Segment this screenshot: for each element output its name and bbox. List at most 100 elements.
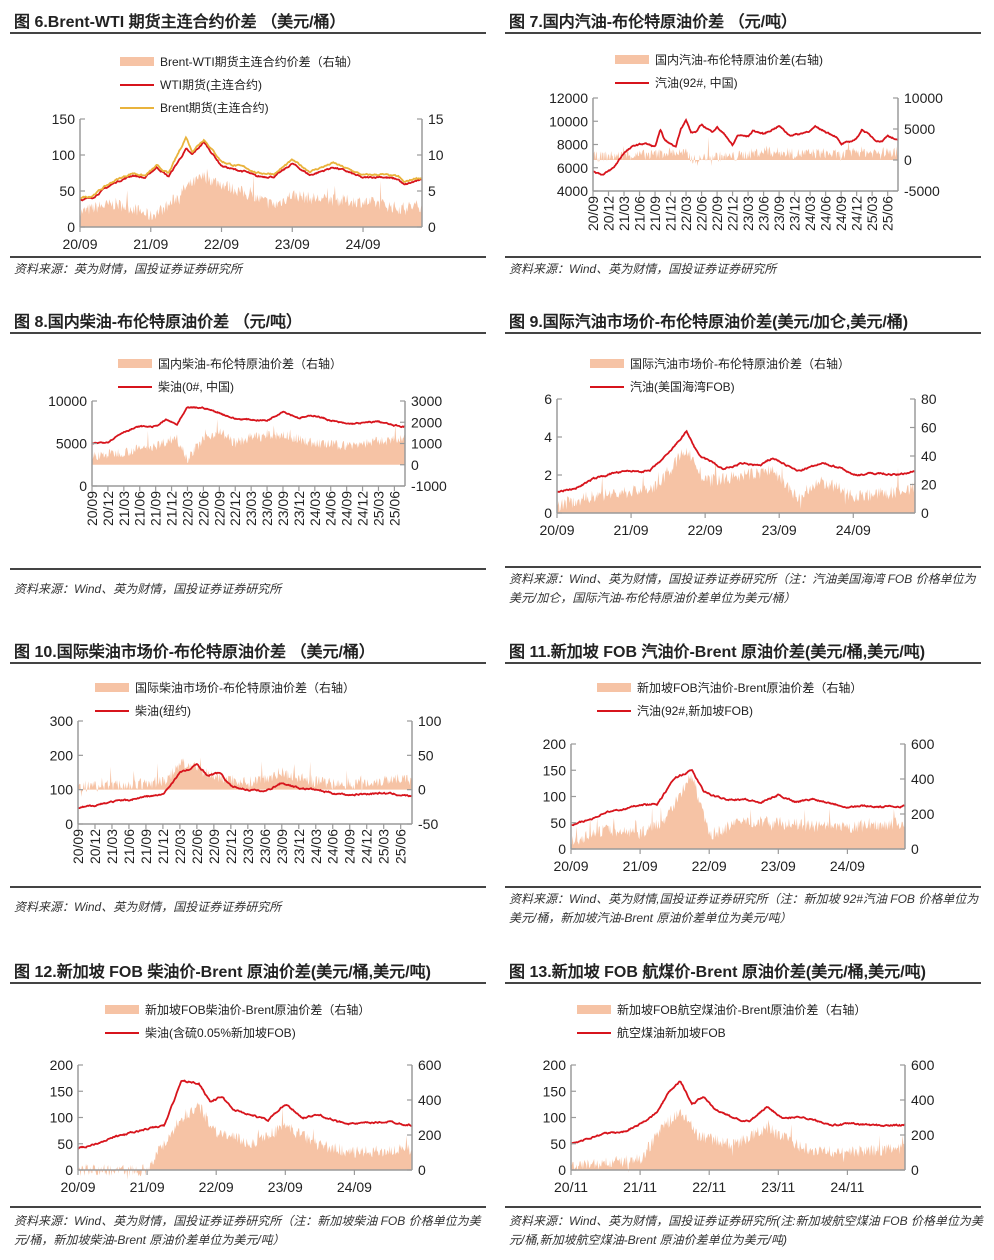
legend-item: 汽油(92#, 中国) [615, 71, 823, 94]
x-axis-tick-label: 22/09 [199, 1179, 234, 1195]
price-line-series [592, 118, 899, 176]
legend-item: 新加坡FOB柴油价-Brent原油价差（右轴） [105, 998, 370, 1021]
x-axis-tick-label: 24/03 [308, 829, 324, 864]
spread-area-series [78, 1102, 412, 1180]
legend-item: 汽油(92#,新加坡FOB) [597, 699, 862, 722]
right-axis-tick-label: 0 [418, 782, 426, 798]
x-axis-tick-label: 23/12 [291, 491, 307, 526]
left-axis-tick-label: 10000 [48, 393, 87, 409]
x-axis-tick-label: 20/12 [100, 491, 116, 526]
chart-title: 图 11.新加坡 FOB 汽油价-Brent 原油价差(美元/桶,美元/吨) [509, 644, 926, 661]
right-axis-tick-label: 100 [418, 713, 442, 729]
source-rule [10, 256, 486, 258]
chart-panel-fig13: 图 13.新加坡 FOB 航煤价-Brent 原油价差(美元/桶,美元/吨) 资料… [505, 950, 987, 1260]
chart-title: 图 7.国内汽油-布伦特原油价差 （元/吨） [509, 14, 798, 31]
left-axis-tick-label: 4000 [557, 183, 588, 199]
legend-swatch [120, 57, 154, 66]
x-axis-tick-label: 24/06 [325, 829, 341, 864]
legend-item: 国内汽油-布伦特原油价差(右轴) [615, 48, 823, 71]
x-axis-tick-label: 20/09 [84, 491, 100, 526]
right-axis-tick-label: 600 [911, 1057, 935, 1073]
legend-swatch [120, 106, 154, 109]
x-axis-tick-label: 23/06 [257, 829, 273, 864]
chart-svg: 0 50 100 150 200 0 200 400 600 20/09 21/09 22/09 23/… [543, 736, 935, 874]
source-rule [505, 886, 981, 888]
right-axis-tick-label: 60 [921, 420, 937, 436]
right-axis-tick-label: 400 [418, 1092, 442, 1108]
left-axis-tick-label: 100 [50, 782, 74, 798]
legend-item: 柴油(含硫0.05%新加坡FOB) [105, 1021, 370, 1044]
x-axis-tick-label: 25/06 [880, 196, 896, 231]
left-axis-tick-label: 150 [52, 111, 76, 127]
legend-swatch [105, 1005, 139, 1014]
legend-item: 新加坡FOB航空煤油价-Brent原油价差（右轴） [577, 998, 866, 1021]
legend-label: 汽油(美国海湾FOB) [630, 380, 735, 394]
x-axis-tick-label: 22/12 [725, 196, 741, 231]
x-axis-tick-label: 25/03 [370, 491, 386, 526]
legend-swatch [597, 683, 631, 692]
x-axis-tick-label: 24/03 [307, 491, 323, 526]
chart-title: 图 12.新加坡 FOB 柴油价-Brent 原油价差(美元/桶,美元/吨) [14, 964, 431, 981]
chart-title: 图 6.Brent-WTI 期货主连合约价差 （美元/桶） [14, 14, 346, 31]
x-axis-tick-label: 21/12 [155, 829, 171, 864]
x-axis-tick-label: 22/09 [204, 236, 239, 252]
legend-label: 柴油(纽约) [135, 704, 191, 718]
x-axis-tick-label: 23/03 [240, 829, 256, 864]
x-axis-tick-label: 20/11 [554, 1179, 588, 1195]
legend-label: Brent期货(主连合约) [160, 101, 269, 115]
source-rule [505, 566, 981, 568]
left-axis-tick-label: 0 [67, 219, 75, 235]
x-axis-tick-label: 21/03 [616, 196, 632, 231]
right-axis-tick-label: 10 [428, 147, 444, 163]
x-axis-tick-label: 23/09 [268, 1179, 303, 1195]
x-axis-tick-label: 21/09 [130, 1179, 165, 1195]
legend: 国际柴油市场价-布伦特原油价差（右轴） 柴油(纽约) [95, 676, 355, 722]
x-axis-tick-label: 22/03 [172, 829, 188, 864]
x-axis-tick-label: 24/12 [355, 491, 371, 526]
chart-svg: 0 50 100 150 200 0 200 400 600 20/09 21/09 22/09 23/… [50, 1057, 442, 1195]
chart-panel-fig8: 图 8.国内柴油-布伦特原油价差 （元/吨） 资料来源：Wind、英为财情，国投证… [10, 300, 492, 610]
right-axis-tick-label: 200 [911, 806, 935, 822]
right-axis-tick-label: 1000 [411, 436, 442, 452]
chart-panel-fig11: 图 11.新加坡 FOB 汽油价-Brent 原油价差(美元/桶,美元/吨) 资料… [505, 630, 987, 940]
price-line-series [77, 1079, 413, 1150]
right-axis-tick-label: 0 [911, 841, 919, 857]
x-axis-tick-label: 21/06 [632, 196, 648, 231]
legend-item: 新加坡FOB汽油价-Brent原油价差（右轴） [597, 676, 862, 699]
x-axis-tick-label: 24/09 [337, 1179, 372, 1195]
left-axis-tick-label: 100 [52, 147, 76, 163]
right-axis-tick-label: 200 [911, 1127, 935, 1143]
title-rule [10, 332, 486, 334]
chart-title: 图 10.国际柴油市场价-布伦特原油价差 （美元/桶） [14, 644, 375, 661]
left-axis-tick-label: 50 [550, 815, 566, 831]
legend: 新加坡FOB汽油价-Brent原油价差（右轴） 汽油(92#,新加坡FOB) [597, 676, 862, 722]
title-rule [505, 32, 981, 34]
x-axis-tick-label: 22/09 [211, 491, 227, 526]
right-axis-tick-label: 0 [904, 152, 912, 168]
x-axis-tick-label: 20/09 [539, 522, 574, 538]
legend-label: 新加坡FOB汽油价-Brent原油价差（右轴） [637, 681, 863, 695]
source-rule [10, 568, 486, 570]
source-rule [505, 1206, 981, 1208]
left-axis-tick-label: 0 [65, 1162, 73, 1178]
legend-item: 柴油(纽约) [95, 699, 355, 722]
left-axis-tick-label: 0 [79, 478, 87, 494]
legend-swatch [120, 83, 154, 86]
right-axis-tick-label: 0 [428, 219, 436, 235]
spread-area-series [557, 447, 915, 513]
legend-label: 汽油(92#, 中国) [655, 76, 738, 90]
price-line-series [570, 1080, 906, 1145]
x-axis-tick-label: 21/09 [614, 522, 649, 538]
right-axis-tick-label: 50 [418, 747, 434, 763]
right-axis-tick-label: 0 [411, 457, 419, 473]
legend: 新加坡FOB航空煤油价-Brent原油价差（右轴） 航空煤油新加坡FOB [577, 998, 866, 1044]
chart-title: 图 13.新加坡 FOB 航煤价-Brent 原油价差(美元/桶,美元/吨) [509, 964, 926, 981]
x-axis-tick-label: 22/12 [223, 829, 239, 864]
legend: Brent-WTI期货主连合约价差（右轴） WTI期货(主连合约) Brent期货(… [120, 50, 359, 119]
spread-area-series [571, 774, 905, 849]
legend-item: 国内柴油-布伦特原油价差（右轴） [118, 352, 342, 375]
left-axis-tick-label: 4 [544, 429, 552, 445]
x-axis-tick-label: 24/09 [830, 858, 865, 874]
left-axis-tick-label: 200 [543, 1057, 567, 1073]
